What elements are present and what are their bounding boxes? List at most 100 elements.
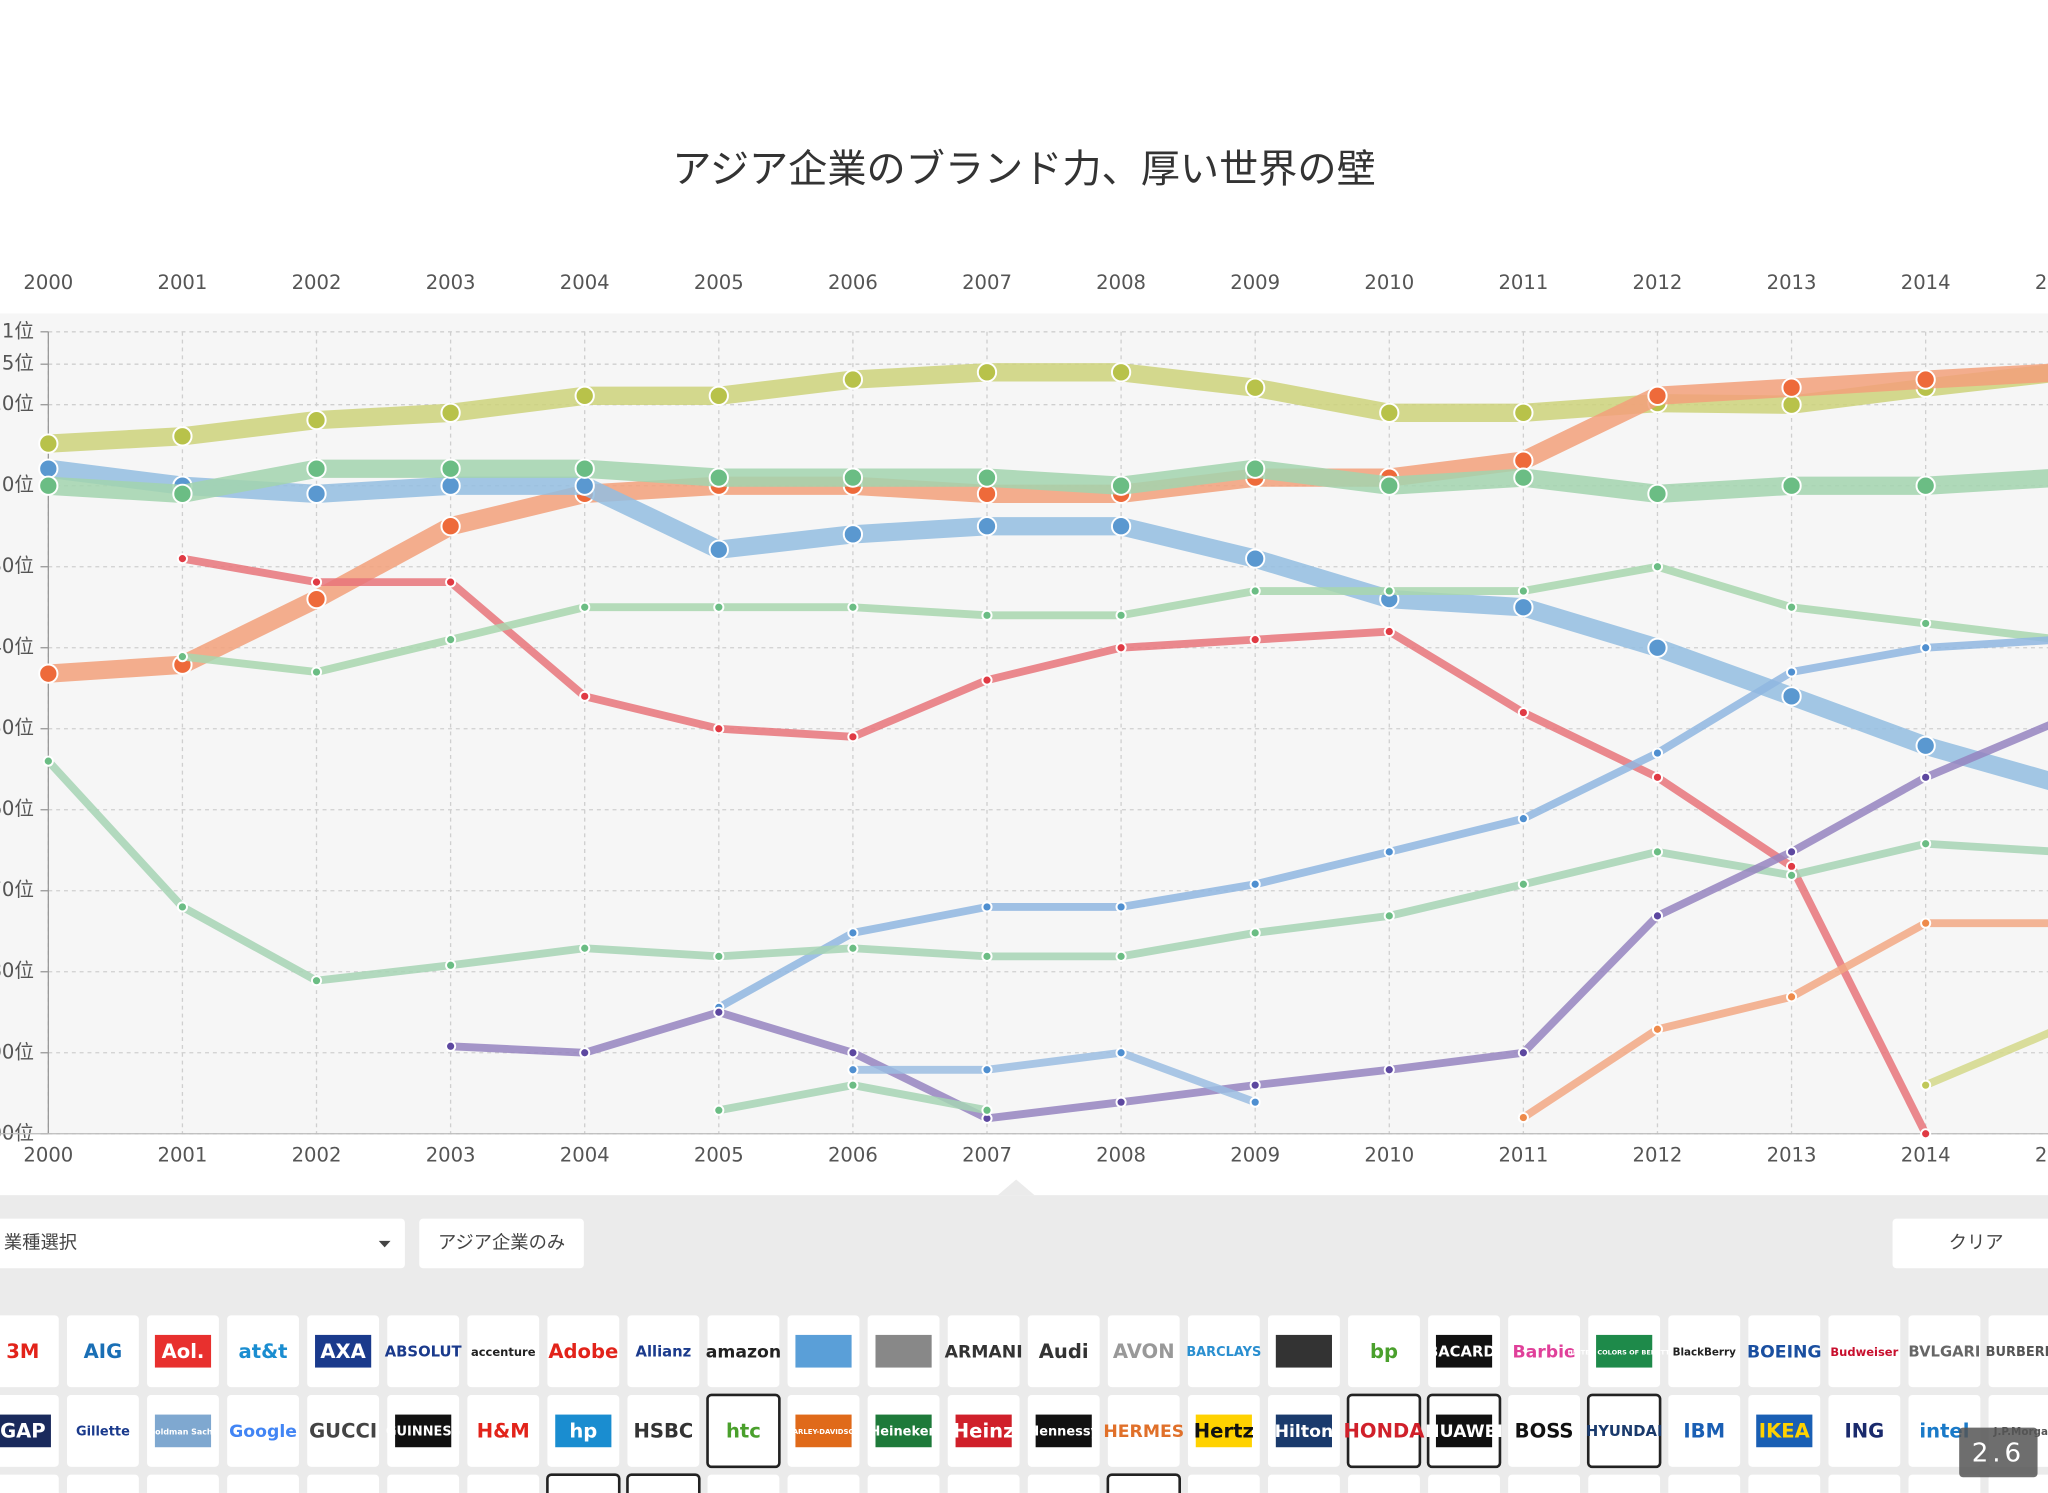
series-point[interactable] xyxy=(708,539,729,560)
series-point[interactable] xyxy=(579,690,591,702)
logo-tile[interactable] xyxy=(227,1315,299,1388)
logo-label[interactable]: HUAWEI xyxy=(1425,1422,1503,1442)
series-point[interactable] xyxy=(38,458,59,479)
series-point[interactable] xyxy=(306,589,327,610)
logo-label[interactable]: BURBERRY xyxy=(1986,1345,2048,1360)
logo-label[interactable]: GUINNESS xyxy=(386,1425,461,1440)
clear-button[interactable] xyxy=(1892,1218,2048,1269)
logo-label[interactable]: ARMANI xyxy=(945,1343,1023,1363)
logo-tile[interactable] xyxy=(707,1474,780,1493)
series-point[interactable] xyxy=(1651,910,1664,922)
series-point[interactable] xyxy=(713,1006,725,1018)
logo-tile[interactable] xyxy=(627,1394,700,1467)
series-point[interactable] xyxy=(1517,813,1529,825)
series-point[interactable] xyxy=(1383,910,1395,922)
logo-label[interactable]: bp xyxy=(1370,1340,1398,1363)
logo-tile[interactable] xyxy=(67,1474,139,1493)
series-point[interactable] xyxy=(842,524,864,545)
logo-tile[interactable] xyxy=(1346,1393,1422,1469)
series-point[interactable] xyxy=(579,942,591,954)
series-point[interactable] xyxy=(1915,369,1936,390)
series-point[interactable] xyxy=(1245,377,1266,398)
series-point[interactable] xyxy=(1379,402,1400,423)
series-point[interactable] xyxy=(1517,878,1529,890)
series-point[interactable] xyxy=(842,369,864,390)
logo-tile[interactable] xyxy=(67,1394,139,1467)
series-point[interactable] xyxy=(1915,475,1936,496)
series-point[interactable] xyxy=(1245,548,1266,569)
logo-label[interactable]: GUCCI xyxy=(309,1420,377,1443)
logo-label[interactable]: HSBC xyxy=(633,1420,693,1443)
series-point[interactable] xyxy=(1517,1112,1529,1124)
series-point[interactable] xyxy=(1517,706,1529,719)
logo-label[interactable]: Allianz xyxy=(636,1344,692,1361)
series-point[interactable] xyxy=(1110,475,1132,496)
series-point[interactable] xyxy=(1920,617,1932,629)
series-point[interactable] xyxy=(1379,475,1400,496)
series-point[interactable] xyxy=(1786,991,1798,1003)
series-point[interactable] xyxy=(713,950,725,962)
logo-tile[interactable] xyxy=(1908,1315,1981,1388)
logo-label[interactable]: BACARDI xyxy=(1427,1344,1501,1361)
logo-label[interactable]: Barbie xyxy=(1512,1343,1575,1363)
series-point[interactable] xyxy=(1920,917,1932,929)
series-point[interactable] xyxy=(1647,483,1668,504)
series-point[interactable] xyxy=(1115,950,1127,962)
logo-label[interactable]: Google xyxy=(229,1422,297,1442)
industry-select-label[interactable]: 業種選択 xyxy=(4,1232,77,1253)
series-point[interactable] xyxy=(1513,597,1534,618)
series-point[interactable] xyxy=(1786,601,1798,613)
series-point[interactable] xyxy=(713,1104,725,1116)
logo-tile[interactable] xyxy=(546,1473,621,1493)
series-point[interactable] xyxy=(1781,475,1802,496)
series-point[interactable] xyxy=(1651,561,1664,573)
logo-tile[interactable] xyxy=(1508,1474,1581,1493)
logo-tile[interactable] xyxy=(867,1474,940,1493)
series-point[interactable] xyxy=(1115,642,1127,654)
logo-tile[interactable] xyxy=(1027,1474,1100,1493)
series-point[interactable] xyxy=(1249,585,1261,597)
series-point[interactable] xyxy=(440,458,461,479)
logo-tile[interactable] xyxy=(1586,1393,1662,1469)
series-point[interactable] xyxy=(1651,747,1664,759)
logo-tile[interactable] xyxy=(706,1393,781,1469)
logo-tile[interactable] xyxy=(387,1315,460,1388)
series-point[interactable] xyxy=(708,467,729,488)
logo-tile[interactable] xyxy=(1508,1315,1581,1388)
logo-tile[interactable] xyxy=(547,1315,620,1388)
series-point[interactable] xyxy=(1915,735,1936,756)
series-point[interactable] xyxy=(445,634,457,646)
series-point[interactable] xyxy=(1249,1096,1261,1108)
logo-label[interactable]: Hertz xyxy=(1194,1420,1254,1443)
series-point[interactable] xyxy=(176,651,188,663)
series-point[interactable] xyxy=(1249,634,1261,646)
logo-label[interactable]: IBM xyxy=(1683,1420,1725,1443)
series-point[interactable] xyxy=(176,553,188,565)
logo-label[interactable]: Aol. xyxy=(162,1340,205,1363)
series-point[interactable] xyxy=(1249,927,1261,939)
logo-tile[interactable] xyxy=(947,1315,1020,1388)
logo-label[interactable]: Gillette xyxy=(76,1425,130,1440)
series-point[interactable] xyxy=(1786,860,1798,872)
series-point[interactable] xyxy=(1781,686,1802,707)
logo-label[interactable]: Budweiser xyxy=(1830,1345,1898,1359)
logo-tile[interactable] xyxy=(1668,1315,1741,1388)
series-point[interactable] xyxy=(1651,846,1664,858)
logo-tile[interactable] xyxy=(1988,1474,2048,1493)
logo-label[interactable]: AIG xyxy=(84,1340,123,1363)
logo-label[interactable]: BVLGARI xyxy=(1908,1344,1980,1361)
series-point[interactable] xyxy=(1651,771,1664,783)
series-point[interactable] xyxy=(1786,869,1798,881)
logo-label[interactable]: H&M xyxy=(477,1420,530,1443)
logo-tile[interactable] xyxy=(467,1394,540,1467)
series-point[interactable] xyxy=(847,601,859,613)
logo-tile[interactable] xyxy=(1828,1315,1901,1388)
logo-tile[interactable] xyxy=(1106,1473,1181,1493)
logo-label[interactable]: AXA xyxy=(320,1340,366,1363)
logo-tile[interactable] xyxy=(1668,1474,1741,1493)
series-point[interactable] xyxy=(1383,846,1395,858)
series-point[interactable] xyxy=(842,467,864,488)
series-point[interactable] xyxy=(1647,385,1668,406)
logo-label[interactable]: HARLEY-DAVIDSON xyxy=(787,1428,860,1436)
series-point[interactable] xyxy=(1249,1079,1261,1091)
